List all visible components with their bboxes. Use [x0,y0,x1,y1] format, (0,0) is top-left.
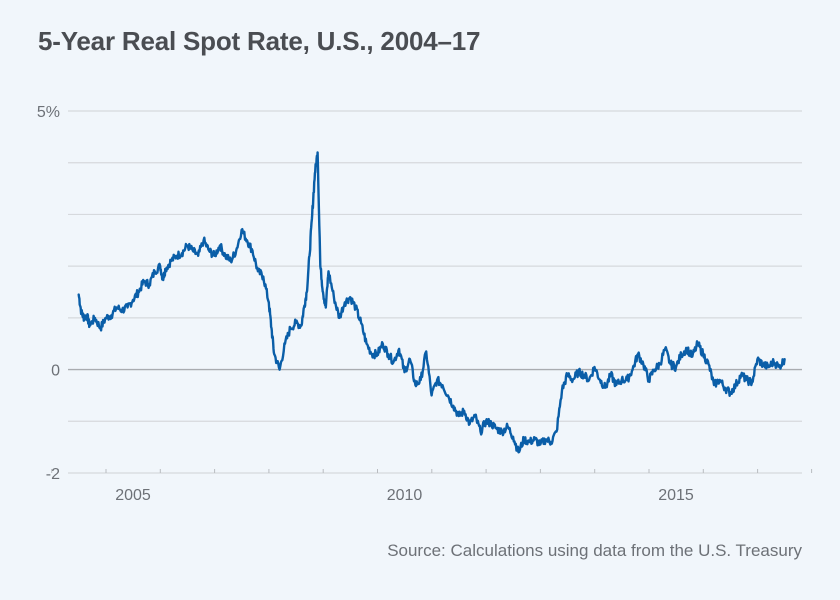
y-tick-label: -2 [46,466,60,483]
x-tick-label: 2005 [115,487,151,504]
series-line-0 [77,151,786,454]
y-tick-label: 5% [37,104,60,121]
gridlines [68,110,802,474]
series-group [77,151,786,454]
y-tick-label: 0 [51,363,60,380]
x-axis: 2005 2010 2015 [51,469,813,504]
chart-title: 5-Year Real Spot Rate, U.S., 2004–17 [38,26,481,56]
source-note: Source: Calculations using data from the… [387,541,802,560]
x-tick-label: 2015 [658,487,694,504]
y-axis: 5% 0 -2 [37,104,60,483]
x-tick-label: 2010 [387,487,423,504]
